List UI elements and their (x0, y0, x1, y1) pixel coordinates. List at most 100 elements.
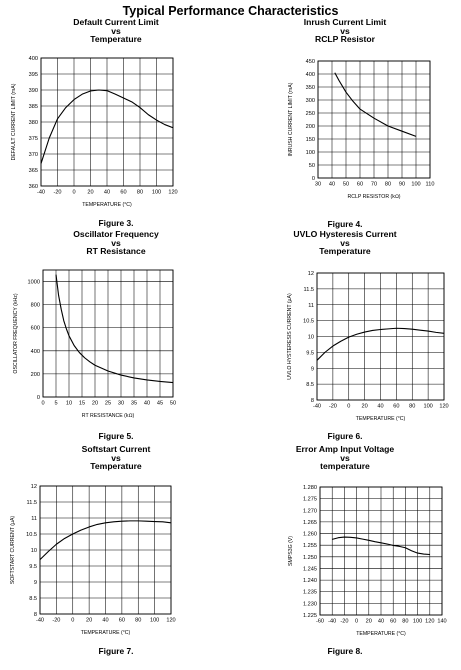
y-axis-label: UVLO HYSTERESIS CURRENT (µA) (287, 293, 293, 380)
y-tick-label: 8 (34, 612, 37, 618)
y-axis-label: INRUSH CURRENT LIMIT (mA) (288, 82, 294, 156)
y-tick-label: 365 (29, 168, 38, 174)
x-tick-label: 60 (120, 190, 126, 196)
plot-frame (316, 272, 445, 401)
x-tick-label: 25 (105, 401, 111, 407)
x-tick-label: 80 (137, 190, 143, 196)
y-tick-label: 250 (306, 111, 315, 117)
x-tick-label: 20 (86, 618, 92, 624)
y-tick-label: 11 (308, 303, 314, 309)
chart-panel: Softstart Current vs Temperature -40 -20 0 20 4… (3, 445, 229, 657)
y-tick-label: 9 (311, 366, 314, 372)
x-tick-label: 100 (150, 618, 159, 624)
y-tick-label: 100 (306, 150, 315, 156)
series-line (39, 520, 172, 560)
y-tick-label: 380 (29, 120, 38, 126)
chart-title-vs: vs (111, 453, 121, 463)
chart-title: Oscillator Frequency (73, 229, 159, 239)
x-tick-label: 40 (102, 618, 108, 624)
x-tick-label: 70 (371, 182, 377, 188)
series-line (332, 536, 430, 556)
x-tick-label: 80 (402, 619, 408, 625)
x-tick-label: 35 (131, 401, 137, 407)
y-tick-label: 1.250 (303, 555, 317, 561)
x-tick-label: -20 (52, 618, 60, 624)
x-tick-label: 120 (425, 619, 434, 625)
chart-title: Error Amp Input Voltage (295, 444, 395, 454)
y-tick-label: 1.230 (303, 601, 317, 607)
y-tick-label: 395 (29, 72, 38, 78)
y-tick-label: 8.5 (29, 596, 37, 602)
y-tick-label: 1.245 (303, 566, 317, 572)
plot-frame (39, 485, 172, 615)
figure-caption: Figure 3. (98, 218, 134, 228)
y-tick-label: 10 (31, 548, 37, 554)
y-tick-label: 390 (29, 88, 38, 94)
y-tick-label: 11.5 (304, 287, 314, 293)
x-tick-label: 100 (413, 619, 422, 625)
chart-svg: 0 5 10 15 20 25 30 35 40 45 50 0 200 400 600 800 1000 RT … (13, 269, 176, 419)
chart-title: Inrush Current Limit (303, 17, 387, 27)
y-axis-label: OSCILLATOR FREQUENCY (kHz) (13, 293, 19, 373)
x-tick-label: 20 (92, 401, 98, 407)
series-line (316, 327, 445, 361)
series-line (55, 274, 174, 384)
y-tick-label: 1.275 (303, 497, 317, 503)
y-tick-label: 350 (306, 85, 315, 91)
chart-svg: -60 -40 -20 0 20 40 60 80 100 120 140 1.225 1.230 1.2… (288, 485, 447, 637)
x-tick-label: 10 (66, 401, 72, 407)
chart-panel: Oscillator Frequency vs RT Resistance 0 5 10 1… (3, 230, 229, 442)
chart-subtitle: Temperature (90, 461, 142, 471)
y-tick-label: 1.260 (303, 532, 317, 538)
chart-panel: UVLO Hysteresis Current vs Temperature -40-… (232, 230, 458, 442)
y-tick-label: 200 (31, 372, 40, 378)
x-tick-label: 40 (144, 401, 150, 407)
y-tick-label: 8.5 (306, 382, 314, 388)
y-tick-label: 1.255 (303, 543, 317, 549)
y-tick-label: 1.240 (303, 578, 317, 584)
y-tick-label: 10.5 (303, 319, 314, 325)
figure-caption: Figure 5. (98, 431, 134, 441)
chart-subtitle: RT Resistance (86, 246, 146, 256)
figure-caption: Figure 8. (327, 646, 363, 656)
plot-frame (317, 60, 431, 179)
y-axis-label: SOFTSTART CURRENT (µA) (10, 516, 16, 585)
y-tick-label: 385 (29, 104, 38, 110)
x-tick-label: 20 (366, 619, 372, 625)
y-tick-label: 12 (31, 484, 37, 490)
y-tick-label: 8 (311, 398, 314, 404)
series-line (40, 89, 174, 164)
x-tick-label: 0 (41, 401, 44, 407)
chart-title: UVLO Hysteresis Current (293, 229, 397, 239)
x-axis-label: TEMPERATURE (°C) (356, 416, 406, 422)
y-tick-label: 9.5 (29, 564, 37, 570)
y-tick-label: 1.265 (303, 520, 317, 526)
chart-title-vs: vs (111, 26, 121, 36)
chart-svg: -40 -20 0 20 40 60 80 100 120 8 8.5 9 9.5 10 10.5 11 11.… (10, 484, 176, 636)
x-tick-label: -20 (340, 619, 348, 625)
chart-svg: -40 -20 0 20 40 60 80 100 120 360 365 370 375 380 385 3… (11, 56, 178, 208)
chart-panel: Default Current Limit vs Temperature -40 -20… (3, 18, 229, 230)
page-title: Typical Performance Characteristics (122, 4, 339, 18)
y-tick-label: 1.270 (303, 508, 317, 514)
y-tick-label: 400 (29, 56, 38, 62)
x-tick-label: 60 (357, 182, 363, 188)
y-tick-label: 11 (31, 516, 37, 522)
y-tick-label: 50 (309, 163, 315, 169)
y-tick-label: 10 (308, 335, 314, 341)
chart-subtitle: Temperature (319, 246, 371, 256)
chart-panel: Error Amp Input Voltage vs temperature -60-… (232, 445, 458, 657)
x-axis-label: TEMPERATURE (°C) (82, 202, 132, 208)
y-axis-label: DEFAULT CURRENT LIMIT (mA) (11, 83, 17, 160)
x-tick-label: 40 (377, 404, 383, 410)
x-tick-label: 30 (118, 401, 124, 407)
x-tick-label: 100 (411, 182, 420, 188)
x-tick-label: 80 (135, 618, 141, 624)
y-tick-label: 11.5 (27, 500, 37, 506)
plot-frame (319, 486, 443, 616)
y-tick-label: 1.280 (303, 485, 317, 491)
y-tick-label: 375 (29, 136, 38, 142)
chart-subtitle: RCLP Resistor (314, 34, 375, 44)
chart-subtitle: Temperature (90, 34, 142, 44)
x-axis-label: TEMPERATURE (°C) (81, 630, 131, 636)
